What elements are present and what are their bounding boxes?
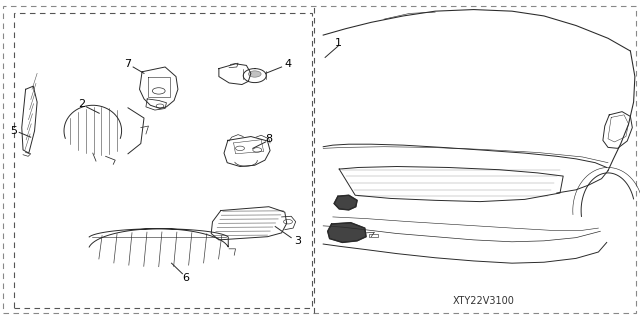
Text: 2: 2 [78,99,86,109]
Bar [369,234,378,237]
Text: XTY22V3100: XTY22V3100 [452,296,514,306]
Text: 3: 3 [294,236,301,246]
Text: 5: 5 [11,126,17,136]
Text: 7: 7 [124,59,132,69]
Text: 1: 1 [335,38,341,48]
Polygon shape [334,195,357,210]
Polygon shape [328,223,366,242]
Bar [14,13,312,308]
Circle shape [248,71,261,77]
Text: 6: 6 [182,272,189,283]
Text: 4: 4 [284,59,292,69]
Text: 8: 8 [265,134,273,144]
